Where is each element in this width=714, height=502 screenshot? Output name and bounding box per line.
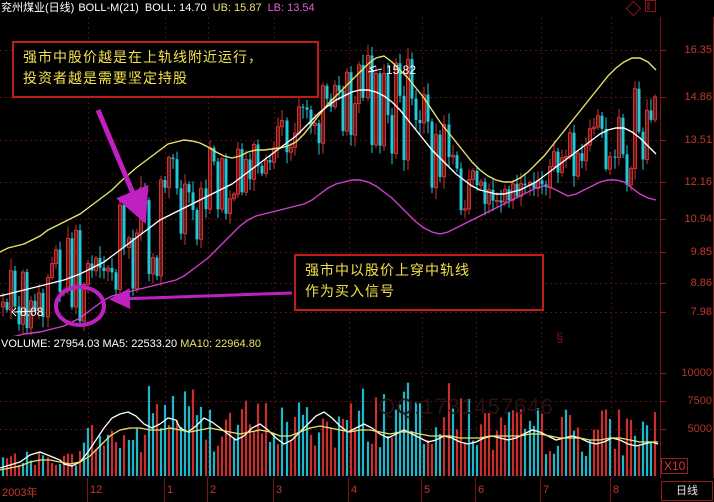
- volume-tick: [660, 373, 714, 374]
- volume-plot-area[interactable]: QQ:1731457646: [0, 336, 660, 478]
- annotation-1-line-1: 强市中股价越是在上轨线附近运行，: [23, 50, 263, 66]
- price-axis-rule: [660, 17, 661, 336]
- price-tick-label: 9.85: [690, 246, 712, 258]
- indicator-name-label: BOLL-M(21): [78, 2, 139, 14]
- vertical-gridline: [422, 336, 423, 478]
- price-axis: 16.35 14.86 13.51 12.16 10.94 9.85 8.86 7.98: [660, 17, 714, 336]
- date-tick-label: 12: [90, 484, 103, 496]
- volume-ma10: [0, 425, 658, 471]
- volume-tick-label: 10000: [681, 367, 712, 379]
- vertical-gridline: [88, 336, 89, 478]
- price-tick: [660, 283, 714, 284]
- annotation-box-buy-signal: 强市中以股价上穿中轨线 作为买入信号: [294, 254, 544, 311]
- gridline: [0, 140, 660, 141]
- date-tick-label: 4: [351, 484, 358, 496]
- price-tick-label: 13.51: [684, 134, 712, 146]
- price-tick: [660, 97, 714, 98]
- vertical-gridline: [476, 336, 477, 478]
- price-tick-label: 12.16: [684, 176, 712, 188]
- date-tick-label: 3: [276, 484, 283, 496]
- date-tick-label: 7: [543, 484, 550, 496]
- chart-title-bar: 兖州煤业(日线) BOLL-M(21) BOLL: 14.70 UB: 15.87 LB…: [0, 0, 714, 17]
- price-tick: [660, 219, 714, 220]
- price-tick-label: 8.86: [690, 277, 712, 289]
- titlebar-icon-group: [625, 0, 656, 17]
- volume-ma10-label: MA10: 22964.80: [180, 338, 261, 350]
- scale-badge: X10: [661, 458, 689, 474]
- vertical-gridline: [611, 336, 612, 478]
- date-tick: [540, 478, 541, 502]
- volume-series-overlay: [0, 382, 659, 476]
- boll-value-label: BOLL: 14.70: [144, 2, 207, 14]
- date-tick-label: 1: [167, 484, 174, 496]
- gridline: [0, 429, 660, 430]
- price-tick-label: 10.94: [684, 213, 712, 225]
- date-tick-label: 5: [424, 484, 431, 496]
- price-tick-label: 16.35: [684, 44, 712, 56]
- low-price-callout: 8.08: [20, 305, 44, 319]
- volume-axis-rule: [660, 336, 661, 478]
- vertical-gridline: [274, 336, 275, 478]
- date-tick: [421, 478, 422, 502]
- vertical-gridline: [349, 336, 350, 478]
- high-price-callout: 15.82: [386, 63, 417, 77]
- volume-header: VOLUME: 27954.03 MA5: 22533.20 MA10: 229…: [1, 337, 261, 351]
- price-tick: [660, 50, 714, 51]
- volume-axis: 10000 7500 5000: [660, 336, 714, 478]
- price-tick-label: 7.98: [690, 306, 712, 318]
- date-tick-label: 2003年: [2, 487, 38, 499]
- volume-value-label: VOLUME: 27954.03: [1, 338, 100, 350]
- date-tick: [273, 478, 274, 502]
- price-tick: [660, 182, 714, 183]
- price-tick: [660, 312, 714, 313]
- vertical-gridline: [208, 336, 209, 478]
- price-tick-label: 14.86: [684, 91, 712, 103]
- vertical-gridline: [541, 336, 542, 478]
- date-tick: [87, 478, 88, 502]
- date-axis-band: 2003年 12 1 2 3 4 5 6 7 8 日线: [0, 478, 714, 502]
- gridline: [0, 312, 660, 313]
- vertical-gridline: [611, 17, 612, 336]
- small-red-marker-icon: §: [556, 330, 564, 345]
- lower-band-value-label: LB: 13.54: [267, 2, 315, 14]
- gridline: [0, 182, 660, 183]
- price-tick: [660, 140, 714, 141]
- date-tick: [610, 478, 611, 502]
- watermark-text: QQ:1731457646: [378, 394, 554, 419]
- stock-name-label: 兖州煤业(日线): [1, 2, 75, 14]
- window-square-icon[interactable]: [645, 0, 656, 12]
- gridline: [0, 252, 660, 253]
- date-tick-label: 6: [478, 484, 485, 496]
- volume-tick-label: 5000: [687, 423, 712, 435]
- volume-chart-panel[interactable]: QQ:1731457646 10000 7500 5000: [0, 336, 714, 478]
- period-label: 日线: [661, 481, 713, 501]
- volume-tick-label: 7500: [687, 395, 712, 407]
- volume-tick: [660, 429, 714, 430]
- date-tick-label: 8: [613, 484, 620, 496]
- gridline: [0, 373, 660, 374]
- date-axis-panel: 2003年 12 1 2 3 4 5 6 7 8 日线: [0, 478, 714, 502]
- price-tick: [660, 252, 714, 253]
- gridline: [0, 50, 660, 51]
- gridline: [0, 401, 660, 402]
- volume-ma5-label: MA5: 22533.20: [102, 338, 178, 350]
- date-tick: [207, 478, 208, 502]
- vertical-gridline: [165, 336, 166, 478]
- date-tick-label: 2: [210, 484, 217, 496]
- date-tick: [164, 478, 165, 502]
- annotation-2-line-2: 作为买入信号: [305, 284, 395, 300]
- upper-band-value-label: UB: 15.87: [212, 2, 262, 14]
- gridline: [0, 219, 660, 220]
- date-tick: [348, 478, 349, 502]
- annotation-2-line-1: 强市中以股价上穿中轨线: [305, 263, 470, 279]
- date-tick: [475, 478, 476, 502]
- diamond-icon[interactable]: [625, 0, 642, 17]
- annotation-box-upper-band: 强市中股价越是在上轨线附近运行， 投资者越是需要坚定持股: [12, 41, 319, 98]
- volume-tick: [660, 401, 714, 402]
- volume-ma5: [0, 411, 659, 469]
- annotation-1-line-2: 投资者越是需要坚定持股: [23, 71, 188, 87]
